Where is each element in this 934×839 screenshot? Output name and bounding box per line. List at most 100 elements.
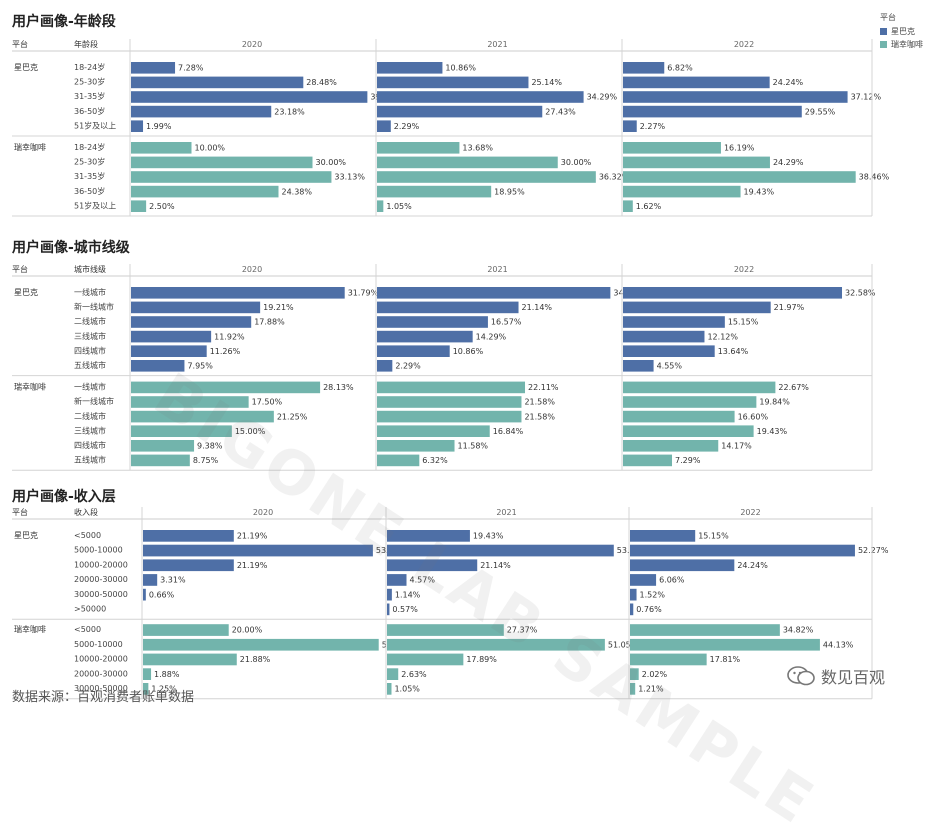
chart1-value-label-1-1-2021: 21.58% — [524, 398, 555, 407]
chart1-title: 用户画像-城市线级 — [12, 239, 131, 256]
chart0-value-label-1-3-2022: 19.43% — [744, 187, 775, 196]
wechat-icon — [787, 666, 815, 686]
chart1-bar-0-0-2022 — [623, 287, 843, 299]
chart1-category-0-5: 五线城市 — [74, 360, 106, 370]
chart2-value-label-1-2-2022: 17.81% — [710, 655, 741, 664]
chart2-value-label-0-0-2020: 21.19% — [237, 532, 268, 541]
chart1-bar-1-5-2021 — [377, 454, 420, 467]
legend-swatch-starbucks — [880, 28, 887, 35]
chart1-value-label-0-2-2021: 16.57% — [491, 318, 522, 327]
chart2-bar-0-3-2021 — [387, 574, 407, 586]
chart2-bar-1-2-2022 — [630, 653, 707, 666]
chart0-bar-0-2-2022 — [623, 91, 848, 103]
chart0-bar-1-3-2021 — [377, 185, 492, 198]
chart0-bar-1-0-2021 — [377, 142, 460, 154]
chart1-bar-1-5-2020 — [131, 454, 190, 467]
legend-item-luckin[interactable]: 瑞幸咖啡 — [880, 39, 923, 50]
chart0-group-label-0: 星巴克 — [14, 63, 38, 72]
chart0-value-label-1-1-2021: 30.00% — [561, 158, 592, 167]
chart2-value-label-0-3-2020: 3.31% — [160, 576, 186, 585]
chart0-value-label-1-2-2020: 33.13% — [334, 173, 365, 182]
data-source-note: 数据来源：百观消费者账单数据 — [12, 690, 195, 705]
chart1-bar-1-4-2021 — [377, 440, 455, 452]
chart0-value-label-0-0-2020: 7.28% — [178, 64, 204, 73]
chart1-category-1-3: 三线城市 — [74, 425, 106, 435]
chart1-bar-1-3-2020 — [131, 425, 232, 437]
chart0-bar-0-4-2020 — [131, 120, 144, 132]
chart0-category-0-0: 18-24岁 — [74, 62, 105, 72]
chart0-bar-1-0-2022 — [623, 142, 721, 154]
chart2-bar-0-2-2020 — [143, 559, 234, 572]
chart2-year-header-2020: 2020 — [253, 508, 273, 517]
chart0-year-header-2022: 2022 — [734, 40, 754, 49]
chart2-category-1-4: 30000-50000 — [74, 684, 128, 693]
chart1-bar-0-4-2021 — [377, 345, 450, 357]
chart2-category-0-1: 5000-10000 — [74, 546, 123, 555]
chart1-bar-0-5-2020 — [131, 360, 185, 372]
chart0-bar-0-2-2020 — [131, 91, 368, 103]
chart1-category-0-4: 四线城市 — [74, 345, 106, 355]
chart1-bar-1-1-2021 — [377, 396, 522, 408]
chart1-bar-1-2-2020 — [131, 410, 274, 423]
chart2-value-label-0-3-2022: 6.06% — [659, 576, 685, 585]
chart2-bar-1-4-2020 — [143, 683, 149, 695]
chart2-value-label-0-5-2021: 0.57% — [392, 605, 418, 614]
chart1-value-label-1-3-2020: 15.00% — [235, 427, 266, 436]
chart2-value-label-1-2-2021: 17.89% — [466, 655, 497, 664]
chart2-group-label-1: 瑞幸咖啡 — [14, 624, 46, 634]
chart0-value-label-0-1-2020: 28.48% — [306, 78, 337, 87]
chart2-value-label-1-1-2022: 44.13% — [823, 640, 854, 649]
chart0-bar-1-2-2020 — [131, 171, 332, 183]
chart1-value-label-1-2-2020: 21.25% — [277, 412, 308, 421]
chart1-bar-1-4-2022 — [623, 440, 719, 452]
chart0-category-1-4: 51岁及以上 — [74, 200, 116, 210]
chart1-value-label-0-4-2020: 11.26% — [210, 347, 241, 356]
chart1-bar-1-0-2022 — [623, 381, 776, 394]
chart2-bar-1-1-2022 — [630, 638, 820, 651]
chart2-bar-1-2-2021 — [387, 653, 464, 666]
chart0-category-1-1: 25-30岁 — [74, 157, 105, 167]
chart1-bar-0-3-2022 — [623, 330, 705, 343]
chart1-year-header-2022: 2022 — [734, 265, 754, 274]
chart0-bar-0-1-2022 — [623, 76, 770, 89]
chart1-value-label-1-2-2021: 21.58% — [524, 412, 555, 421]
chart2-title: 用户画像-收入层 — [12, 488, 116, 505]
chart2-bar-0-5-2022 — [630, 603, 634, 616]
chart0-value-label-1-0-2021: 13.68% — [462, 144, 493, 153]
chart0-value-label-1-1-2020: 30.00% — [316, 158, 347, 167]
chart2-value-label-1-3-2020: 1.88% — [154, 670, 180, 679]
chart0-category-1-0: 18-24岁 — [74, 142, 105, 152]
chart2-year-header-2021: 2021 — [496, 508, 516, 517]
chart2-category-0-0: <5000 — [74, 531, 101, 540]
chart0-bar-1-1-2020 — [131, 156, 313, 169]
chart0-value-label-1-3-2020: 24.38% — [281, 187, 312, 196]
chart2-bar-0-0-2022 — [630, 530, 696, 542]
chart2-year-header-2022: 2022 — [740, 508, 760, 517]
chart2-category-0-3: 20000-30000 — [74, 575, 128, 584]
legend-item-starbucks[interactable]: 星巴克 — [880, 26, 923, 37]
chart0-bar-1-3-2020 — [131, 185, 279, 198]
chart1-bar-1-2-2022 — [623, 410, 735, 423]
chart0-value-label-0-2-2022: 37.12% — [851, 93, 882, 102]
chart1-value-label-0-3-2022: 12.12% — [707, 332, 738, 341]
chart2-bar-1-4-2022 — [630, 683, 636, 695]
chart0-bar-1-1-2022 — [623, 156, 770, 169]
chart1-bar-0-3-2020 — [131, 330, 212, 343]
chart2-value-label-1-4-2022: 1.21% — [638, 685, 664, 694]
chart2-bar-1-4-2021 — [387, 683, 392, 695]
chart2-bar-1-0-2022 — [630, 624, 780, 636]
chart0-value-label-1-3-2021: 18.95% — [494, 187, 525, 196]
chart2-value-label-1-3-2021: 2.63% — [401, 670, 427, 679]
chart2-bar-1-3-2022 — [630, 668, 639, 680]
chart2-value-label-1-2-2020: 21.88% — [240, 655, 271, 664]
chart0-platform-header: 平台 — [12, 39, 28, 49]
chart0-bar-0-2-2021 — [377, 91, 584, 103]
chart2-bar-0-4-2021 — [387, 588, 392, 601]
chart2-bar-0-0-2020 — [143, 530, 234, 542]
chart2-bar-0-2-2021 — [387, 559, 478, 572]
chart2-category-0-4: 30000-50000 — [74, 590, 128, 599]
chart2-value-label-1-0-2020: 20.00% — [232, 626, 263, 635]
chart1-bar-0-3-2021 — [377, 330, 473, 343]
chart0-bar-0-0-2022 — [623, 62, 665, 74]
